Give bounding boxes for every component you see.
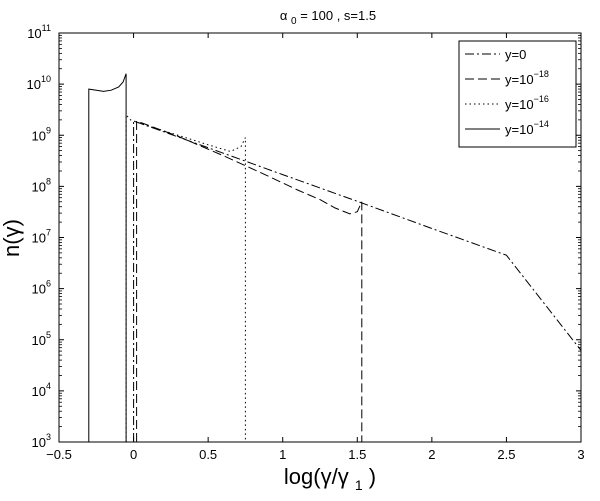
y-tick-label-power: 7	[46, 228, 51, 238]
series-line-1	[136, 120, 363, 442]
y-tick-label: 104	[32, 381, 51, 399]
legend-label-power: −16	[534, 94, 549, 104]
y-tick-label-base: 10	[32, 231, 46, 246]
y-tick-label-power: 9	[46, 125, 51, 135]
y-tick-label: 108	[32, 176, 51, 194]
y-tick-label-base: 10	[27, 77, 41, 92]
y-axis-label: n(γ)	[0, 219, 24, 257]
x-tick-label: 3	[577, 447, 584, 462]
legend-label-base: y=0	[505, 47, 526, 62]
series-line-2	[125, 113, 246, 442]
x-tick-label: 2	[428, 447, 435, 462]
legend-label-0: y=0	[505, 47, 526, 62]
y-tick-label: 107	[32, 228, 51, 246]
chart-title: α 0 = 100 , s=1.5	[280, 8, 376, 27]
y-tick-label-power: 8	[46, 176, 51, 186]
y-tick-label-base: 10	[32, 333, 46, 348]
y-tick-label: 1011	[27, 23, 51, 41]
legend-label-power: −18	[534, 69, 549, 79]
x-axis-label-main: log(γ/γ	[284, 464, 349, 489]
series-line-3	[88, 73, 127, 442]
y-tick-label-power: 4	[46, 381, 51, 391]
y-tick-label-power: 10	[41, 74, 51, 84]
legend-label-base: y=10	[505, 72, 534, 87]
y-tick-label-base: 10	[32, 179, 46, 194]
x-tick-label: 2.5	[497, 447, 515, 462]
x-axis-label: log(γ/γ 1 )	[284, 464, 376, 495]
chart-title-rest: = 100 , s=1.5	[300, 8, 376, 23]
legend-label-2: y=10−16	[505, 94, 549, 112]
legend-label-base: y=10	[505, 97, 534, 112]
legend-label-1: y=10−18	[505, 69, 549, 87]
y-tick-label: 1010	[27, 74, 51, 92]
x-tick-label: −0.5	[46, 447, 72, 462]
y-tick-label: 105	[32, 330, 51, 348]
x-axis-label-end: )	[369, 464, 376, 489]
x-tick-label: 0.5	[199, 447, 217, 462]
y-tick-label: 109	[32, 125, 51, 143]
y-tick-label-power: 6	[46, 279, 51, 289]
x-tick-label: 1	[279, 447, 286, 462]
y-tick-label: 103	[32, 432, 51, 450]
y-tick-label-base: 10	[32, 435, 46, 450]
x-axis-label-subscript: 1	[355, 477, 363, 493]
y-tick-label-power: 11	[42, 23, 51, 33]
legend-label-base: y=10	[505, 122, 534, 137]
legend-label-power: −14	[534, 119, 549, 129]
series-line-0	[133, 120, 582, 442]
legend-label-3: y=10−14	[505, 119, 549, 137]
y-tick-label: 106	[32, 279, 51, 297]
series-layer	[88, 73, 582, 442]
legend: y=0y=10−18y=10−16y=10−14	[458, 40, 577, 148]
chart-title-symbol: α	[280, 8, 288, 23]
y-tick-label-base: 10	[32, 128, 46, 143]
y-tick-label-base: 10	[27, 26, 41, 41]
y-tick-label-base: 10	[32, 384, 46, 399]
x-tick-label: 1.5	[348, 447, 366, 462]
x-tick-label: 0	[130, 447, 137, 462]
x-axis: −0.5 0 0.5 1 1.5 2 2.5 3	[46, 33, 585, 462]
chart-title-subscript: 0	[291, 16, 297, 27]
y-tick-label-base: 10	[32, 282, 46, 297]
y-tick-label-power: 3	[46, 432, 51, 442]
y-tick-label-power: 5	[46, 330, 51, 340]
